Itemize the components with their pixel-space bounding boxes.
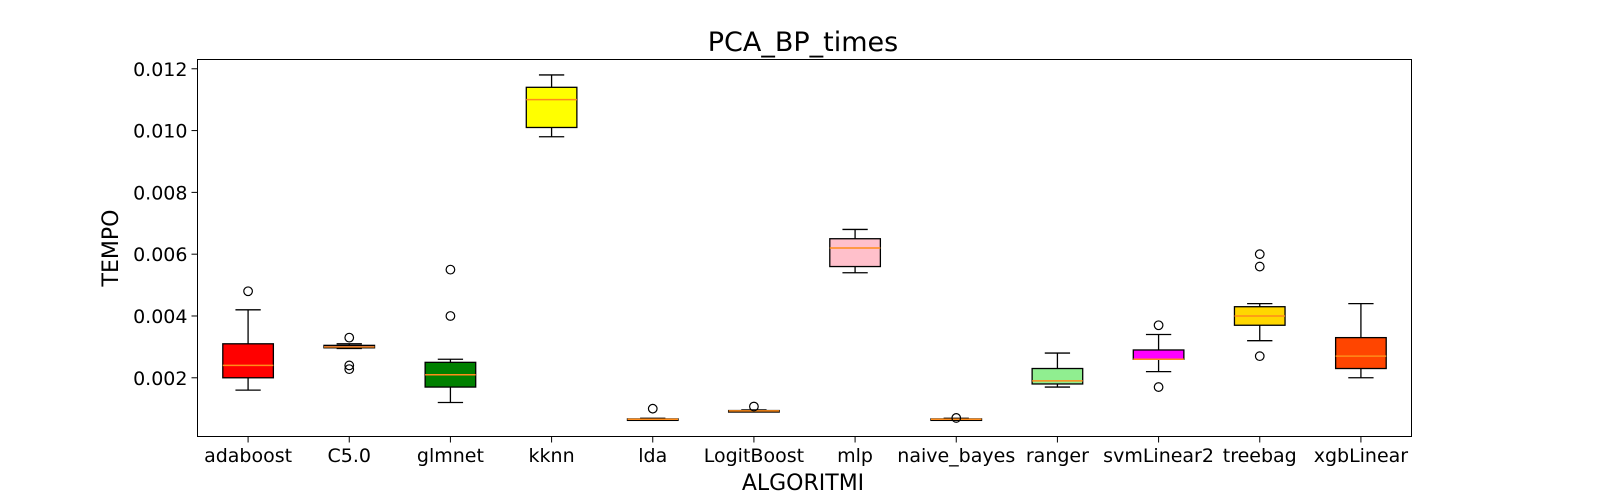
box-11 (1334, 302, 1387, 379)
box-9 (1132, 320, 1185, 392)
box-8 (1031, 352, 1084, 388)
y-tick-label: 0.004 (133, 306, 187, 328)
plot-frame (197, 59, 1412, 437)
box-1 (323, 332, 376, 375)
y-axis-label: TEMPO (99, 210, 124, 288)
x-axis: adaboost C5.0 glmnet kknn lda LogitBoost mlp na… (204, 436, 1409, 467)
x-tick-label: kknn (529, 445, 575, 467)
outlier-point (344, 332, 355, 343)
x-tick-label: LogitBoost (704, 445, 804, 467)
y-tick-label: 0.006 (133, 244, 187, 266)
x-tick-label: naive_bayes (897, 445, 1015, 467)
x-axis-label: ALGORITMI (742, 471, 864, 496)
box-iqr (525, 86, 578, 129)
x-tick-label: ranger (1026, 445, 1089, 467)
box-2 (424, 264, 477, 404)
box-iqr (1334, 336, 1387, 370)
box-iqr (1031, 367, 1084, 385)
chart-title: PCA_BP_times (708, 27, 898, 58)
outlier-point (344, 360, 355, 371)
box-7 (930, 413, 983, 423)
outlier-point (1254, 261, 1265, 272)
x-tick-label: svmLinear2 (1103, 445, 1214, 467)
box-10 (1233, 249, 1286, 362)
plot-area (222, 74, 1387, 423)
outlier-point (1254, 351, 1265, 362)
x-tick-label: lda (638, 445, 667, 467)
box-iqr (1132, 349, 1185, 360)
box-iqr (222, 343, 275, 379)
outlier-point (1254, 249, 1265, 260)
box-4 (626, 403, 679, 422)
outlier-point (445, 264, 456, 275)
x-tick-label: C5.0 (328, 445, 371, 467)
x-tick-label: xgbLinear (1314, 445, 1409, 467)
box-iqr (829, 238, 882, 268)
outlier-point (1153, 382, 1164, 392)
outlier-point (243, 286, 253, 297)
y-axis: 0.002 0.004 0.006 0.008 0.010 0.012 (133, 59, 198, 390)
x-tick-label: adaboost (204, 445, 292, 467)
outlier-point (344, 364, 355, 375)
y-tick-label: 0.008 (133, 182, 187, 204)
outlier-point (445, 311, 456, 321)
x-tick-label: mlp (837, 445, 873, 467)
box-0 (222, 286, 275, 391)
outlier-point (1153, 320, 1164, 331)
box-3 (525, 74, 578, 138)
x-tick-label: glmnet (417, 445, 484, 467)
y-tick-label: 0.010 (133, 121, 187, 143)
y-tick-label: 0.012 (133, 59, 187, 81)
box-6 (829, 228, 882, 274)
outlier-point (647, 403, 658, 414)
box-5 (727, 401, 780, 413)
outlier-point (951, 413, 962, 423)
x-tick-label: treebag (1223, 445, 1297, 467)
y-tick-label: 0.002 (133, 368, 187, 390)
outlier-point (749, 401, 759, 412)
